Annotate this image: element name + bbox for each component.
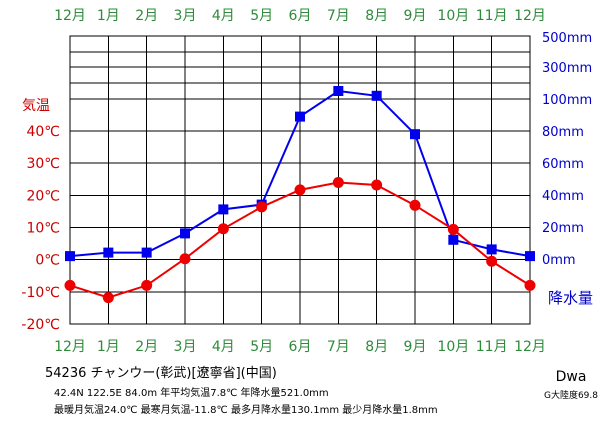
precipitation-marker <box>333 86 344 96</box>
precipitation-tick-label: 0mm <box>542 253 576 268</box>
precipitation-marker <box>486 244 497 255</box>
temperature-axis-title: 気温 <box>22 98 50 114</box>
temperature-marker <box>64 279 76 291</box>
precipitation-series <box>65 86 535 262</box>
grid-lines <box>69 35 531 325</box>
temperature-axis-ticks: 40℃ 30℃ 20℃ 10℃ 0℃ -10℃ -20℃ <box>21 124 60 333</box>
temperature-marker <box>524 279 536 291</box>
top-month-label: 5月 <box>250 8 273 24</box>
top-month-label: 4月 <box>212 8 235 24</box>
continentality-index: G大陸度69.8 <box>544 389 598 401</box>
top-month-label: 12月 <box>54 8 86 24</box>
temperature-marker <box>447 223 459 235</box>
top-month-label: 12月 <box>514 8 546 24</box>
bottom-month-label: 12月 <box>514 339 546 355</box>
top-month-label: 7月 <box>327 8 350 24</box>
precipitation-marker <box>218 204 229 215</box>
temperature-tick-label: 30℃ <box>26 156 60 172</box>
bottom-month-label: 6月 <box>289 339 312 355</box>
precipitation-tick-label: 300mm <box>542 61 592 76</box>
top-month-label: 1月 <box>97 8 120 24</box>
precipitation-tick-label: 500mm <box>542 31 592 46</box>
precipitation-tick-label: 60mm <box>542 157 584 172</box>
precipitation-tick-label: 100mm <box>542 93 592 108</box>
temperature-marker <box>141 279 153 291</box>
precipitation-tick-label: 20mm <box>542 221 584 236</box>
precipitation-marker <box>180 228 190 239</box>
temperature-marker <box>179 253 191 265</box>
temperature-marker <box>409 199 421 211</box>
station-header: 54236 チャンウー(彰武)[遼寧省](中国) <box>45 365 277 381</box>
precipitation-axis-title: 降水量 <box>548 289 593 307</box>
bottom-month-label: 5月 <box>250 339 273 355</box>
bottom-month-label: 4月 <box>212 339 235 355</box>
temperature-tick-label: 40℃ <box>26 124 60 140</box>
climate-classification: Dwa <box>556 369 587 385</box>
bottom-month-label: 2月 <box>135 339 158 355</box>
top-month-labels: 12月 1月 2月 3月 4月 5月 6月 7月 8月 9月 10月 11月 12月 <box>54 8 546 24</box>
temperature-marker <box>371 179 383 191</box>
bottom-month-label: 11月 <box>476 339 508 355</box>
temperature-marker <box>256 201 268 213</box>
bottom-month-label: 3月 <box>174 339 197 355</box>
bottom-month-label: 9月 <box>404 339 427 355</box>
precipitation-marker <box>141 247 152 258</box>
precipitation-axis-ticks: 0mm 20mm 40mm 60mm 80mm 100mm 300mm 500mm <box>542 31 592 268</box>
temperature-series <box>64 176 536 304</box>
bottom-month-label: 10月 <box>437 339 469 355</box>
bottom-month-label: 12月 <box>54 339 86 355</box>
temperature-tick-label: -20℃ <box>21 317 60 333</box>
top-month-label: 2月 <box>135 8 158 24</box>
precipitation-marker <box>410 129 420 140</box>
temperature-tick-label: 20℃ <box>26 188 60 204</box>
station-stats-line2: 最暖月気温24.0℃ 最寒月気温-11.8℃ 最多月降水量130.1mm 最少月… <box>54 403 438 416</box>
top-month-label: 6月 <box>289 8 312 24</box>
precipitation-marker <box>371 90 382 101</box>
bottom-month-labels: 12月 1月 2月 3月 4月 5月 6月 7月 8月 9月 10月 11月 12月 <box>54 339 546 355</box>
temperature-marker <box>217 223 229 235</box>
temperature-tick-label: 10℃ <box>26 221 60 237</box>
bottom-month-label: 8月 <box>365 339 388 355</box>
bottom-month-label: 7月 <box>327 339 350 355</box>
precipitation-marker <box>65 251 75 262</box>
precipitation-tick-label: 40mm <box>542 189 584 204</box>
top-month-label: 3月 <box>174 8 197 24</box>
top-month-label: 8月 <box>365 8 388 24</box>
precipitation-tick-label: 80mm <box>542 125 584 140</box>
precipitation-marker <box>448 234 459 245</box>
temperature-marker <box>102 292 114 304</box>
temperature-tick-label: -10℃ <box>21 285 60 301</box>
precipitation-marker <box>295 111 305 122</box>
top-month-label: 9月 <box>404 8 427 24</box>
station-stats-line1: 42.4N 122.5E 84.0m 年平均気温7.8℃ 年降水量521.0mm <box>54 386 329 399</box>
bottom-month-label: 1月 <box>97 339 120 355</box>
top-month-label: 10月 <box>437 8 469 24</box>
top-month-label: 11月 <box>476 8 508 24</box>
temperature-marker <box>332 176 344 188</box>
temperature-tick-label: 0℃ <box>35 253 60 269</box>
precipitation-marker <box>525 251 535 262</box>
temperature-marker <box>294 184 306 196</box>
temperature-marker <box>486 255 498 267</box>
precipitation-marker <box>103 247 114 258</box>
